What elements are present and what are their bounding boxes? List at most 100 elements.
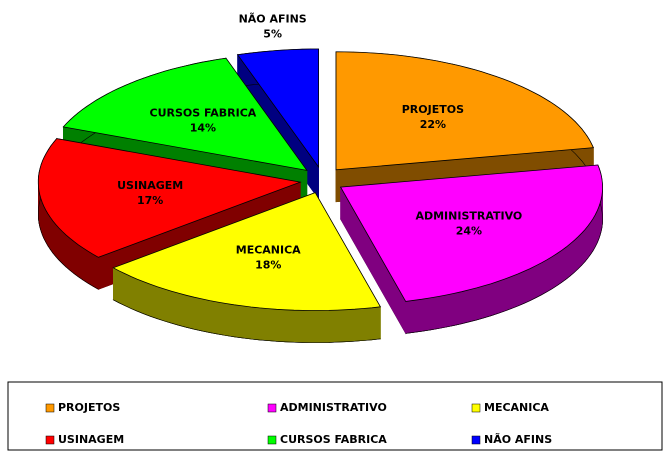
slice-wall xyxy=(476,285,485,321)
slice-wall xyxy=(209,300,219,335)
slice-wall xyxy=(92,253,99,290)
slice-wall xyxy=(574,236,579,273)
slice xyxy=(339,164,604,302)
slice-edge xyxy=(405,196,603,334)
slice-wall xyxy=(87,250,94,287)
slice-wall xyxy=(565,242,571,280)
slice-wall xyxy=(62,230,67,268)
slice-wall xyxy=(164,288,172,324)
slice-wall xyxy=(405,299,415,334)
slice-wall xyxy=(581,228,586,266)
legend-swatch xyxy=(471,403,481,413)
slice-wall xyxy=(171,290,180,326)
legend-swatch xyxy=(471,435,481,445)
slice-wall xyxy=(497,278,506,314)
slice-wall xyxy=(551,252,558,290)
slice-wall xyxy=(250,306,260,341)
legend-swatch xyxy=(267,403,277,413)
slice xyxy=(335,51,595,171)
slice-wall xyxy=(58,227,63,265)
slice-value-label: 17% xyxy=(137,194,163,207)
slice xyxy=(37,138,302,258)
slice-wall xyxy=(225,303,235,338)
slice-wall xyxy=(49,216,54,254)
slice-wall xyxy=(535,262,542,299)
slice xyxy=(62,57,308,171)
slice-wall xyxy=(178,292,187,328)
slice-wall xyxy=(362,307,373,341)
legend-label: USINAGEM xyxy=(58,433,124,446)
slice-wall xyxy=(242,305,252,340)
slice-label: CURSOS FABRICA xyxy=(150,106,257,119)
slice-wall xyxy=(371,306,381,341)
slice-wall xyxy=(276,308,286,343)
slice-wall xyxy=(233,304,243,339)
slice-wall xyxy=(445,293,455,328)
legend-swatch xyxy=(267,435,277,445)
slice-label: NÃO AFINS xyxy=(239,12,307,25)
slice-wall xyxy=(570,239,575,277)
slice-wall xyxy=(556,249,563,287)
slice-wall xyxy=(438,294,447,329)
slice-wall xyxy=(561,246,567,283)
slice-wall xyxy=(55,223,60,261)
slice-wall xyxy=(577,232,583,270)
slice-wall xyxy=(413,298,423,333)
slice-wall xyxy=(584,225,589,263)
legend-label: ADMINISTRATIVO xyxy=(280,401,387,414)
slice-wall xyxy=(345,308,356,343)
slice-wall xyxy=(461,289,470,325)
slice-wall xyxy=(587,221,591,259)
slice-wall xyxy=(523,268,531,304)
legend-label: NÃO AFINS xyxy=(484,433,552,446)
slice-label: PROJETOS xyxy=(402,103,464,116)
slice-wall xyxy=(468,287,478,323)
slice-wall xyxy=(73,241,79,278)
slice-wall xyxy=(319,310,330,343)
slice-value-label: 24% xyxy=(456,225,482,238)
slice-wall xyxy=(354,308,364,342)
slice-wall xyxy=(302,310,312,343)
slice-edge xyxy=(113,299,381,343)
slice-wall xyxy=(150,283,158,320)
slice-wall xyxy=(592,213,596,252)
slice-wall xyxy=(217,301,227,336)
slice-wall xyxy=(45,208,49,247)
slice-wall xyxy=(78,244,84,281)
slice-label: MECANICA xyxy=(236,244,301,257)
slice-wall xyxy=(47,212,51,251)
slice-wall xyxy=(453,291,463,326)
slice xyxy=(112,192,382,311)
slice-wall xyxy=(284,309,295,343)
slice-wall xyxy=(529,265,537,302)
slice-wall xyxy=(310,310,321,343)
slice-wall xyxy=(328,309,338,343)
slice-wall xyxy=(293,309,303,343)
slice-value-label: 22% xyxy=(420,118,446,131)
slice-wall xyxy=(590,217,594,256)
slice-label: USINAGEM xyxy=(117,179,183,192)
legend-swatch xyxy=(45,435,55,445)
slice-wall xyxy=(201,298,211,333)
slice-wall xyxy=(69,237,75,275)
slice-wall xyxy=(337,309,347,343)
slice-wall xyxy=(511,273,519,309)
slice-wall xyxy=(483,283,492,319)
slice-value-label: 14% xyxy=(190,121,216,134)
slice-wall xyxy=(541,259,548,296)
slice-wall xyxy=(429,296,439,331)
legend-box xyxy=(7,381,663,451)
slice-value-label: 18% xyxy=(255,259,281,272)
slice-label: ADMINISTRATIVO xyxy=(415,210,522,223)
slice-wall xyxy=(186,294,195,330)
slice-wall xyxy=(504,276,512,312)
legend-label: PROJETOS xyxy=(58,401,120,414)
slice-wall xyxy=(193,296,203,332)
slice-wall xyxy=(421,297,431,332)
slice xyxy=(236,48,320,169)
slice-wall xyxy=(267,308,277,342)
slice-wall xyxy=(157,286,165,322)
slice-wall xyxy=(490,280,499,317)
slice-wall xyxy=(52,220,57,258)
